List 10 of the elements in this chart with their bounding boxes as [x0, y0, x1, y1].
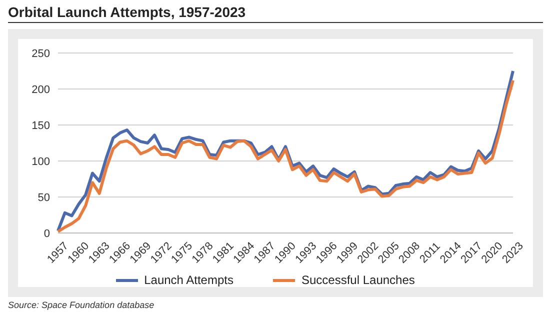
- y-tick-label: 200: [32, 84, 50, 96]
- y-tick-label: 100: [32, 156, 50, 168]
- y-tick-label: 50: [38, 192, 50, 204]
- source-note: Source: Space Foundation database: [8, 300, 156, 310]
- legend-label: Successful Launches: [301, 273, 415, 287]
- legend-label: Launch Attempts: [144, 273, 234, 287]
- y-tick-label: 150: [32, 120, 50, 132]
- y-tick-label: 250: [32, 48, 50, 60]
- y-tick-label: 0: [44, 228, 50, 240]
- chart-title: Orbital Launch Attempts, 1957-2023: [8, 4, 543, 23]
